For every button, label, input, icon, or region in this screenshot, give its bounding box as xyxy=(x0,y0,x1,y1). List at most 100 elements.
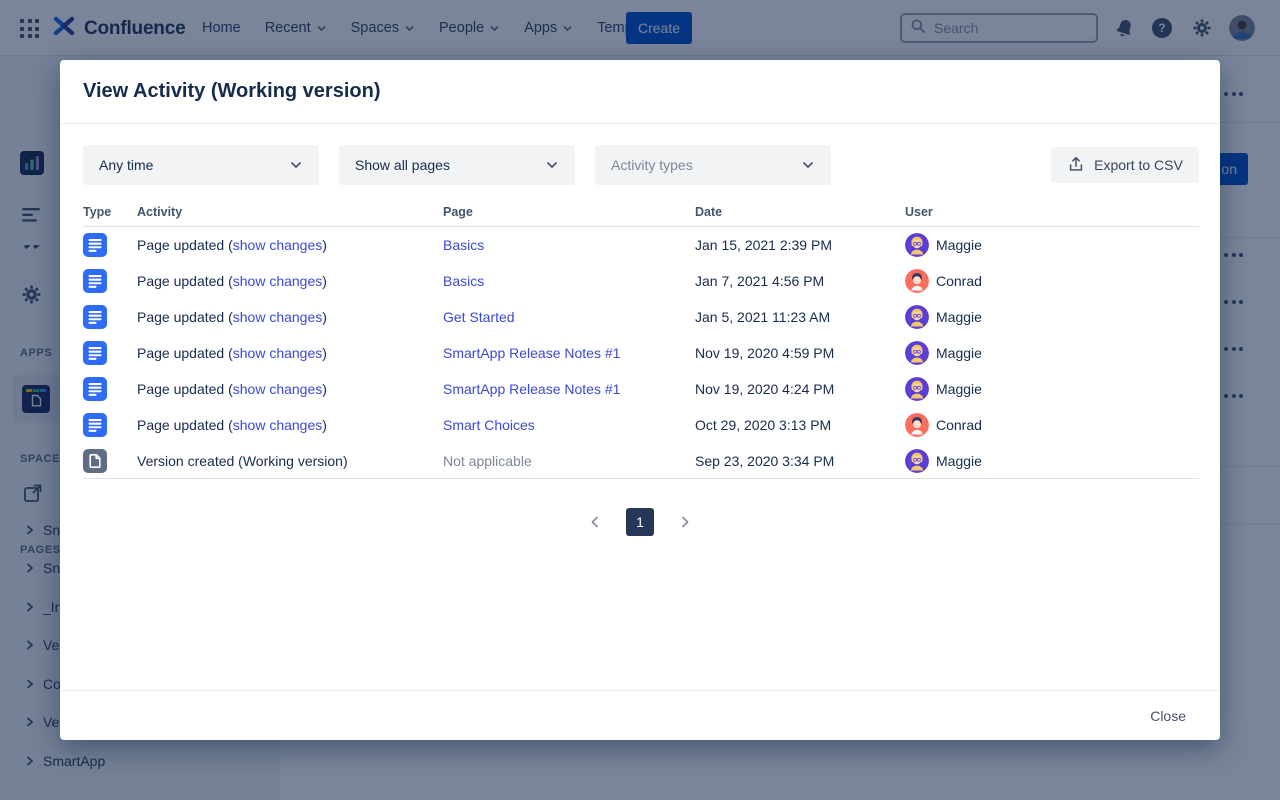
user-name: Maggie xyxy=(936,452,982,469)
activity-text: Page updated ( xyxy=(137,273,233,289)
activity-table-row: Page updated (show changes) SmartApp Rele… xyxy=(83,371,1199,407)
activity-text: Page updated ( xyxy=(137,381,233,397)
activity-table-row: Page updated (show changes) Basics Jan 15,… xyxy=(83,227,1199,263)
maggie-avatar xyxy=(905,233,929,257)
page-icon xyxy=(83,341,137,365)
view-activity-modal: View Activity (Working version) Any time… xyxy=(60,60,1220,740)
activity-table-row: Page updated (show changes) SmartApp Rele… xyxy=(83,335,1199,371)
table-header: Type Activity Page Date User xyxy=(83,197,1199,227)
show-changes-link[interactable]: show changes xyxy=(232,309,323,325)
conrad-avatar xyxy=(905,269,929,293)
page-link[interactable]: Basics xyxy=(443,237,485,253)
conrad-avatar xyxy=(905,413,929,437)
page-link[interactable]: Smart Choices xyxy=(443,417,535,433)
activity-text: ) xyxy=(322,345,327,361)
maggie-avatar xyxy=(905,341,929,365)
show-changes-link[interactable]: show changes xyxy=(232,237,323,253)
page-link[interactable]: Get Started xyxy=(443,309,515,325)
activity-text: Version created (Working version) xyxy=(137,452,348,469)
user-cell: Maggie xyxy=(905,341,1199,365)
page-link[interactable]: SmartApp Release Notes #1 xyxy=(443,381,621,397)
page-icon xyxy=(83,377,137,401)
page-icon xyxy=(83,305,137,329)
column-header-user: User xyxy=(905,204,933,219)
activity-table-row: Page updated (show changes) Smart Choices… xyxy=(83,407,1199,443)
activity-table-row: Page updated (show changes) Basics Jan 7, … xyxy=(83,263,1199,299)
user-cell: Maggie xyxy=(905,305,1199,329)
activity-text: ) xyxy=(322,237,327,253)
page-link[interactable]: Basics xyxy=(443,273,485,289)
date-cell: Oct 29, 2020 3:13 PM xyxy=(695,417,832,433)
modal-header: View Activity (Working version) xyxy=(60,60,1220,124)
user-name: Conrad xyxy=(936,273,982,289)
activity-text: Page updated ( xyxy=(137,237,233,253)
show-changes-link[interactable]: show changes xyxy=(232,381,323,397)
page-icon xyxy=(83,269,137,293)
chevron-down-icon xyxy=(289,158,303,172)
activity-type-filter-dropdown[interactable]: Activity types xyxy=(595,145,831,185)
maggie-avatar xyxy=(905,305,929,329)
activity-text: Page updated ( xyxy=(137,345,233,361)
activity-cell: Page updated (show changes) xyxy=(137,273,443,289)
activity-table: Type Activity Page Date User Page updated (s… xyxy=(83,197,1199,479)
export-to-csv-button[interactable]: Export to CSV xyxy=(1051,147,1199,183)
show-changes-link[interactable]: show changes xyxy=(232,417,323,433)
user-cell: Conrad xyxy=(905,269,1199,293)
activity-text: ) xyxy=(322,417,327,433)
chevron-down-icon xyxy=(545,158,559,172)
page-icon xyxy=(83,233,137,257)
dropdown-value: Any time xyxy=(99,157,154,173)
filters-row: Any time Show all pages Activity types xyxy=(83,145,831,185)
pagination-next-icon[interactable] xyxy=(675,512,695,532)
user-name: Maggie xyxy=(936,381,982,397)
chevron-down-icon xyxy=(801,158,815,172)
activity-cell: Page updated (show changes) xyxy=(137,309,443,325)
close-button[interactable]: Close xyxy=(1150,707,1186,724)
activity-table-row: Version created (Working version) Not app… xyxy=(83,443,1199,479)
version-icon xyxy=(83,448,137,473)
date-cell: Nov 19, 2020 4:24 PM xyxy=(695,381,835,397)
column-header-activity: Activity xyxy=(137,204,183,219)
maggie-avatar xyxy=(905,377,929,401)
column-header-type: Type xyxy=(83,204,112,219)
export-icon xyxy=(1067,155,1085,176)
activity-cell: Version created (Working version) xyxy=(137,453,443,469)
activity-cell: Page updated (show changes) xyxy=(137,381,443,397)
modal-footer: Close xyxy=(60,690,1220,740)
time-filter-dropdown[interactable]: Any time xyxy=(83,145,319,185)
user-cell: Maggie xyxy=(905,448,1199,473)
modal-title: View Activity (Working version) xyxy=(83,80,381,102)
user-cell: Maggie xyxy=(905,377,1199,401)
user-name: Conrad xyxy=(936,417,982,433)
page-link[interactable]: SmartApp Release Notes #1 xyxy=(443,345,621,361)
activity-text: Page updated ( xyxy=(137,417,233,433)
date-cell: Sep 23, 2020 3:34 PM xyxy=(695,452,835,469)
user-name: Maggie xyxy=(936,237,982,253)
page-not-applicable: Not applicable xyxy=(443,452,532,469)
dropdown-value: Activity types xyxy=(611,157,693,173)
activity-text: ) xyxy=(322,273,327,289)
page-filter-dropdown[interactable]: Show all pages xyxy=(339,145,575,185)
maggie-avatar xyxy=(905,448,929,473)
show-changes-link[interactable]: show changes xyxy=(232,273,323,289)
activity-text: Page updated ( xyxy=(137,309,233,325)
pagination-current-page[interactable]: 1 xyxy=(626,508,654,536)
activity-text: ) xyxy=(322,381,327,397)
show-changes-link[interactable]: show changes xyxy=(232,345,323,361)
date-cell: Jan 7, 2021 4:56 PM xyxy=(695,273,825,289)
user-name: Maggie xyxy=(936,309,982,325)
date-cell: Nov 19, 2020 4:59 PM xyxy=(695,345,835,361)
date-cell: Jan 5, 2021 11:23 AM xyxy=(695,309,831,325)
page-icon xyxy=(83,413,137,437)
dropdown-value: Show all pages xyxy=(355,157,450,173)
user-name: Maggie xyxy=(936,345,982,361)
date-cell: Jan 15, 2021 2:39 PM xyxy=(695,237,832,253)
user-cell: Conrad xyxy=(905,413,1199,437)
user-cell: Maggie xyxy=(905,233,1199,257)
activity-cell: Page updated (show changes) xyxy=(137,417,443,433)
pagination-prev-icon[interactable] xyxy=(585,512,605,532)
activity-cell: Page updated (show changes) xyxy=(137,237,443,253)
column-header-page: Page xyxy=(443,204,473,219)
activity-table-row: Page updated (show changes) Get Started Ja… xyxy=(83,299,1199,335)
